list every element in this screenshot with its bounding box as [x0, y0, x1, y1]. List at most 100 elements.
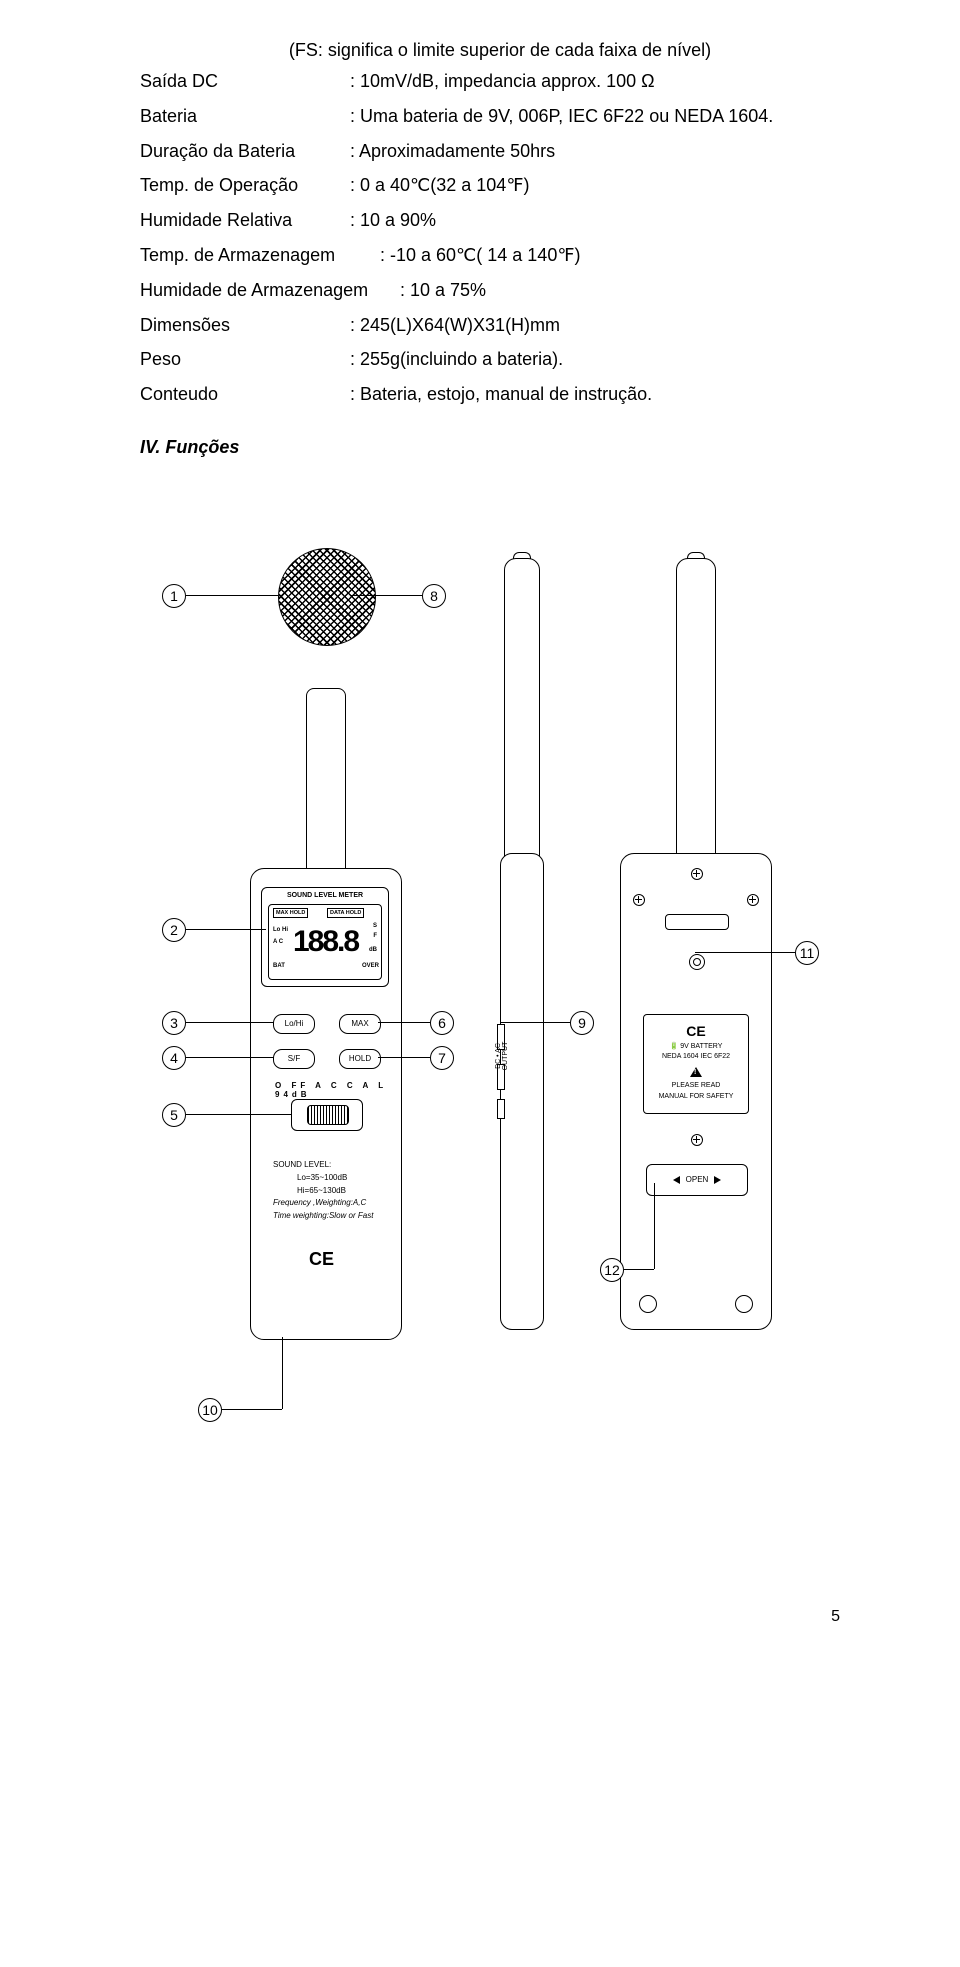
- side-output-label: DC • ACOUTPUT: [495, 1031, 509, 1081]
- spec-row: Duração da Bateria : Aproximadamente 50h…: [140, 137, 860, 166]
- back-body: CE 🔋 9V BATTERY NEDA 1604 IEC 6F22 PLEAS…: [620, 853, 772, 1330]
- leader: [186, 595, 278, 596]
- info-line: Hi=65~130dB: [273, 1185, 383, 1198]
- leader: [350, 595, 422, 596]
- button-sf: S/F: [273, 1049, 315, 1069]
- leader: [378, 1022, 430, 1023]
- spec-note: (FS: significa o limite superior de cada…: [140, 40, 860, 61]
- spec-value: : 245(L)X64(W)X31(H)mm: [350, 311, 860, 340]
- warn-line: MANUAL FOR SAFETY: [646, 1092, 746, 1103]
- spec-row: Saída DC : 10mV/dB, impedancia approx. 1…: [140, 67, 860, 96]
- spec-label: Duração da Bateria: [140, 137, 350, 166]
- spec-label: Humidade Relativa: [140, 206, 350, 235]
- spec-label: Temp. de Operação: [140, 171, 350, 200]
- battery-line: 🔋 9V BATTERY: [646, 1042, 746, 1053]
- lcd-db: dB: [369, 947, 377, 953]
- lcd-over: OVER: [362, 963, 379, 969]
- device-side: DC • ACOUTPUT: [500, 558, 542, 1338]
- callout-1: 1: [162, 584, 186, 608]
- screw-icon: [691, 1134, 703, 1146]
- spec-label: Peso: [140, 345, 350, 374]
- side-stem: [504, 558, 540, 860]
- foot: [735, 1295, 753, 1313]
- spec-row: Peso : 255g(incluindo a bateria).: [140, 345, 860, 374]
- arrow-right-icon: [714, 1176, 721, 1184]
- info-line: SOUND LEVEL:: [273, 1159, 383, 1172]
- leader: [500, 1022, 570, 1023]
- device-body-front: SOUND LEVEL METER MAX HOLD DATA HOLD Lo …: [250, 868, 402, 1340]
- callout-3: 3: [162, 1011, 186, 1035]
- spec-row: Bateria : Uma bateria de 9V, 006P, IEC 6…: [140, 102, 860, 131]
- battery-door: OPEN: [646, 1164, 748, 1196]
- spec-row: Humidade Relativa : 10 a 90%: [140, 206, 860, 235]
- spec-value: : 10 a 90%: [350, 206, 860, 235]
- info-line: Time weighting:Slow or Fast: [273, 1210, 383, 1223]
- button-hold: HOLD: [339, 1049, 381, 1069]
- callout-10: 10: [198, 1398, 222, 1422]
- lcd-frame: SOUND LEVEL METER MAX HOLD DATA HOLD Lo …: [261, 887, 389, 987]
- spec-label: Bateria: [140, 102, 350, 131]
- spec-label: Temp. de Armazenagem: [140, 241, 380, 270]
- back-slot: [665, 914, 729, 930]
- callout-11: 11: [795, 941, 819, 965]
- tripod-hole: [689, 954, 705, 970]
- lcd-f: F: [373, 933, 377, 939]
- spec-label: Saída DC: [140, 67, 350, 96]
- lcd-digits: 188.8: [293, 925, 358, 959]
- lcd-datahold: DATA HOLD: [327, 908, 364, 918]
- arrow-left-icon: [673, 1176, 680, 1184]
- lcd-bat: BAT: [273, 963, 285, 969]
- info-block: SOUND LEVEL: Lo=35~100dB Hi=65~130dB Fre…: [273, 1159, 383, 1223]
- callout-7: 7: [430, 1046, 454, 1070]
- button-lohi: Lo/Hi: [273, 1014, 315, 1034]
- spec-value: : 255g(incluindo a bateria).: [350, 345, 860, 374]
- page: (FS: significa o limite superior de cada…: [0, 0, 960, 1666]
- rotary-labels: O FF A C C A L 94dB: [275, 1081, 401, 1099]
- open-label: OPEN: [686, 1175, 709, 1184]
- spec-label: Conteudo: [140, 380, 350, 409]
- lcd-s: S: [373, 923, 377, 929]
- leader: [654, 1183, 655, 1269]
- spec-value: : 0 a 40℃(32 a 104℉): [350, 171, 860, 200]
- section-title: IV. Funções: [140, 437, 860, 458]
- callout-9: 9: [570, 1011, 594, 1035]
- warning-icon: [646, 1067, 746, 1082]
- neda-line: NEDA 1604 IEC 6F22: [646, 1052, 746, 1063]
- leader: [695, 952, 795, 953]
- mic-windscreen: [278, 548, 376, 646]
- screw-icon: [691, 868, 703, 880]
- spec-value: : -10 a 60℃( 14 a 140℉): [380, 241, 860, 270]
- spec-value: : Bateria, estojo, manual de instrução.: [350, 380, 860, 409]
- leader: [624, 1269, 654, 1270]
- leader: [378, 1057, 430, 1058]
- spec-label: Dimensões: [140, 311, 350, 340]
- back-stem: [676, 558, 716, 860]
- button-max: MAX: [339, 1014, 381, 1034]
- leader: [186, 1022, 274, 1023]
- warn-line: PLEASE READ: [646, 1081, 746, 1092]
- callout-4: 4: [162, 1046, 186, 1070]
- leader: [222, 1409, 282, 1410]
- spec-label: Humidade de Armazenagem: [140, 276, 400, 305]
- spec-row: Conteudo : Bateria, estojo, manual de in…: [140, 380, 860, 409]
- back-label: CE 🔋 9V BATTERY NEDA 1604 IEC 6F22 PLEAS…: [643, 1014, 749, 1114]
- spec-row: Temp. de Operação : 0 a 40℃(32 a 104℉): [140, 171, 860, 200]
- ce-mark-icon: CE: [309, 1249, 334, 1270]
- ce-mark-icon: CE: [646, 1021, 746, 1042]
- leader: [186, 929, 266, 930]
- page-number: 5: [140, 1608, 860, 1626]
- lcd-inner: MAX HOLD DATA HOLD Lo Hi A C BAT S F dB …: [268, 904, 382, 980]
- foot: [639, 1295, 657, 1313]
- diagram: SOUND LEVEL METER MAX HOLD DATA HOLD Lo …: [130, 488, 850, 1588]
- callout-12: 12: [600, 1258, 624, 1282]
- callout-5: 5: [162, 1103, 186, 1127]
- device-front: SOUND LEVEL METER MAX HOLD DATA HOLD Lo …: [250, 618, 400, 1338]
- lcd-ac: A C: [273, 939, 283, 945]
- callout-2: 2: [162, 918, 186, 942]
- rotary-switch: [291, 1099, 363, 1131]
- mic-stem: [306, 688, 346, 880]
- side-port: [497, 1099, 505, 1119]
- side-body: DC • ACOUTPUT: [500, 853, 544, 1330]
- hole-inner: [693, 958, 701, 966]
- spec-value: : Uma bateria de 9V, 006P, IEC 6F22 ou N…: [350, 102, 860, 131]
